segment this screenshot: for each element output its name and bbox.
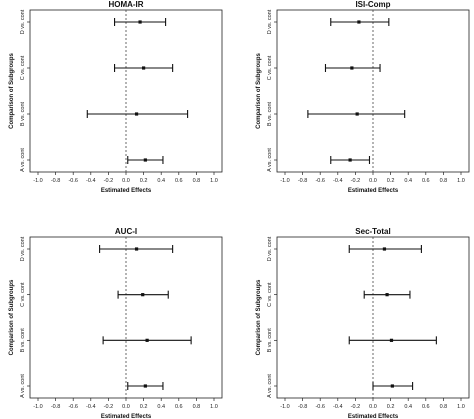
x-tick-label: 0.2 [387,404,395,410]
x-axis-label: Estimated Effects [101,414,152,419]
category-label: A vs. cont [267,374,273,398]
category-label: B vs. cont [267,328,273,353]
x-tick-label: 0.2 [387,178,395,184]
x-tick-label: -1.0 [280,404,289,410]
category-label: C vs. cont [20,55,26,80]
x-tick-label: 0.8 [440,404,448,410]
x-tick-label: 0.6 [422,178,430,184]
x-tick-label: -0.8 [298,404,307,410]
x-tick-label: 0.0 [369,178,377,184]
point-estimate [348,158,352,162]
category-label: D vs. cont [267,9,273,34]
y-axis-label: Comparison of Subgroups [256,53,262,129]
y-axis-label: Comparison of Subgroups [9,53,15,129]
category-label: B vs. cont [20,328,26,353]
point-estimate [143,384,147,388]
category-label: D vs. cont [267,236,273,261]
x-tick-label: 1.0 [457,404,465,410]
x-tick-label: -0.8 [51,404,60,410]
x-tick-label: -1.0 [280,178,289,184]
point-estimate [143,158,147,162]
x-tick-label: -0.4 [86,178,95,184]
x-tick-label: -0.4 [333,178,342,184]
x-tick-label: -0.2 [351,178,360,184]
chart-panel: HOMA-IR -1.0 -0.8 -0.6 -0.4 -0.2 0.0 0.2 0.4 0.6 0… [9,0,223,194]
x-tick-label: 0.8 [193,404,201,410]
point-estimate [382,247,387,251]
x-axis-label: Estimated Effects [348,188,399,194]
point-estimate [138,20,142,24]
x-tick-label: -0.8 [298,178,307,184]
x-tick-label: 0.2 [140,178,148,184]
category-label: C vs. cont [267,282,273,307]
x-tick-label: 0.0 [122,178,130,184]
x-tick-label: 0.0 [122,404,130,410]
x-tick-label: -1.0 [33,178,42,184]
x-tick-label: 0.0 [369,404,377,410]
point-estimate [350,66,354,70]
x-tick-label: 0.6 [175,404,183,410]
x-tick-label: -0.6 [68,178,77,184]
category-label: A vs. cont [20,148,26,172]
point-estimate [142,66,146,70]
y-axis-label: Comparison of Subgroups [256,279,262,355]
x-tick-label: -0.4 [86,404,95,410]
point-estimate [141,293,145,297]
x-tick-label: 0.6 [422,404,430,410]
point-estimate [357,20,361,24]
x-tick-label: -0.2 [104,404,113,410]
point-estimate [389,338,394,342]
x-tick-label: 0.4 [157,404,165,410]
point-estimate [134,112,139,116]
x-tick-label: 0.8 [440,178,448,184]
x-tick-label: 1.0 [457,178,465,184]
point-estimate [145,338,149,342]
x-tick-label: -0.4 [333,404,342,410]
y-axis-label: Comparison of Subgroups [9,279,15,355]
panel-title: Sec-Total [355,227,390,236]
category-label: D vs. cont [20,9,26,34]
x-tick-label: 0.4 [404,404,412,410]
x-tick-label: -0.6 [315,404,324,410]
x-axis-label: Estimated Effects [101,188,152,194]
category-label: B vs. cont [20,101,26,126]
point-estimate [355,112,359,116]
panel-title: AUC-I [115,227,137,236]
x-tick-label: 0.8 [193,178,201,184]
category-label: C vs. cont [267,55,273,80]
x-tick-label: -0.6 [68,404,77,410]
chart-panel: AUC-I -1.0 -0.8 -0.6 -0.4 -0.2 0.0 0.2 0.4 0.6 0.8… [9,227,223,419]
x-tick-label: -1.0 [33,404,42,410]
x-tick-label: -0.8 [51,178,60,184]
panel-title: HOMA-IR [108,0,143,9]
point-estimate [390,384,394,388]
category-label: C vs. cont [20,282,26,307]
chart-panel: ISI-Comp -1.0 -0.8 -0.6 -0.4 -0.2 0.0 0.2 0.4 0.6… [256,0,470,194]
x-axis-label: Estimated Effects [348,414,399,419]
x-tick-label: 0.4 [404,178,412,184]
x-tick-label: 1.0 [210,404,218,410]
x-tick-label: -0.2 [104,178,113,184]
category-label: B vs. cont [267,101,273,126]
x-tick-label: -0.6 [315,178,324,184]
point-estimate [134,247,139,251]
x-tick-label: -0.2 [351,404,360,410]
x-tick-label: 0.4 [157,178,165,184]
category-label: A vs. cont [20,374,26,398]
point-estimate [385,293,389,297]
panel-title: ISI-Comp [355,0,390,9]
x-tick-label: 1.0 [210,178,218,184]
category-label: D vs. cont [20,236,26,261]
x-tick-label: 0.2 [140,404,148,410]
x-tick-label: 0.6 [175,178,183,184]
category-label: A vs. cont [267,148,273,172]
chart-panel: Sec-Total -1.0 -0.8 -0.6 -0.4 -0.2 0.0 0.2 0.4 0.… [256,227,470,419]
